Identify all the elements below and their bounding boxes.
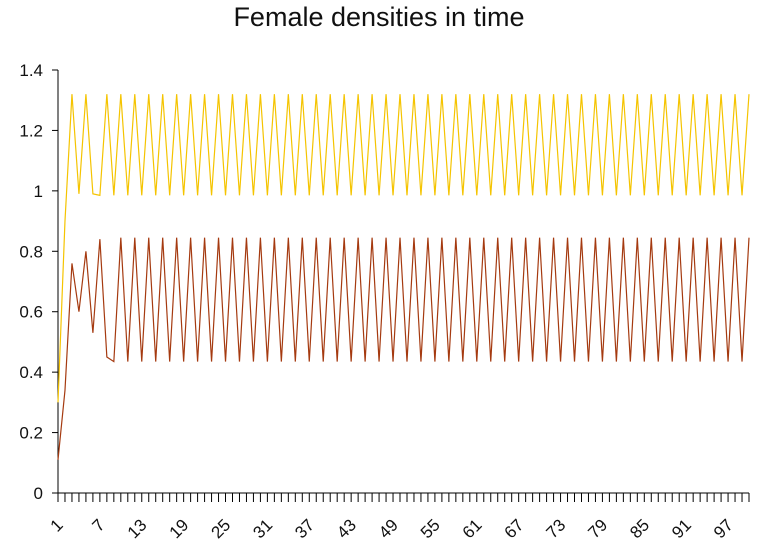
y-tick-label: 0	[34, 484, 43, 503]
y-tick-label: 0.8	[19, 242, 43, 261]
x-tick-label: 7	[89, 515, 109, 535]
x-tick-label: 43	[333, 515, 360, 542]
x-tick-label: 1	[47, 515, 67, 535]
x-tick-label: 67	[501, 515, 528, 542]
series-line-1	[57, 94, 750, 403]
x-tick-label: 97	[710, 515, 737, 542]
x-tick-label: 31	[249, 515, 276, 542]
x-tick-label: 85	[626, 515, 653, 542]
x-tick-label: 61	[459, 515, 486, 542]
x-tick-label: 19	[166, 515, 193, 542]
y-tick-label: 1.4	[19, 61, 43, 80]
x-tick-label: 79	[584, 515, 611, 542]
y-tick-label: 0.2	[19, 424, 43, 443]
x-tick-label: 73	[543, 515, 570, 542]
y-tick-label: 1.2	[19, 121, 43, 140]
series-line-2	[57, 237, 750, 460]
chart-title: Female densities in time	[233, 2, 525, 32]
series-lines	[57, 94, 750, 460]
y-tick-label: 1	[34, 182, 43, 201]
y-axis: 0 0.2 0.4 0.6 0.8 1 1.2 1.4	[19, 61, 59, 503]
x-tick-label: 49	[375, 515, 402, 542]
y-tick-label: 0.6	[19, 303, 43, 322]
x-tick-label: 25	[208, 515, 235, 542]
x-tick-label: 55	[417, 515, 444, 542]
x-axis: 1 7 13 19 25 31 37 43 49 55 61 67 73 79 85 91 97	[47, 492, 750, 542]
x-tick-label: 37	[291, 515, 318, 542]
y-tick-label: 0.4	[19, 363, 43, 382]
x-tick-label: 13	[124, 515, 151, 542]
x-tick-label: 91	[668, 515, 695, 542]
